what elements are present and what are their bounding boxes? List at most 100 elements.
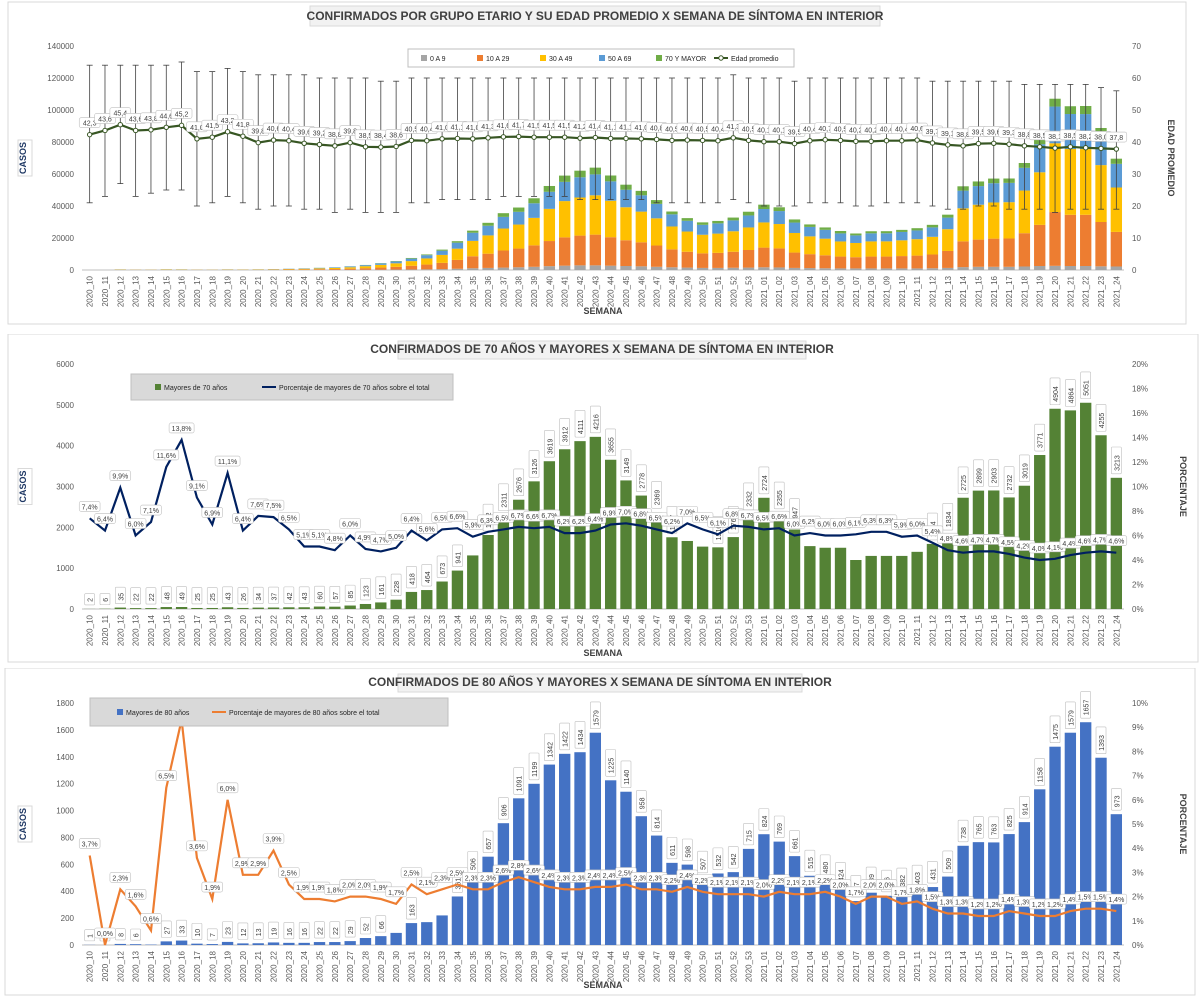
line-point bbox=[731, 136, 735, 140]
bar bbox=[1049, 409, 1060, 609]
x-tick-label: 2020_34 bbox=[453, 275, 462, 307]
bar bbox=[115, 944, 126, 945]
x-tick-label: 2020_36 bbox=[484, 275, 493, 307]
y2-tick-label: 20 bbox=[1132, 202, 1141, 211]
x-tick-label: 2020_34 bbox=[453, 950, 462, 982]
bar-segment-10-a-29 bbox=[789, 253, 800, 268]
chart-panel-70-plus: CONFIRMADOS DE 70 AÑOS Y MAYORES X SEMAN… bbox=[0, 334, 1200, 664]
bar-segment-10-a-29 bbox=[590, 235, 601, 266]
bar-segment-30-a-49 bbox=[390, 263, 401, 267]
bar-data-label: 34 bbox=[256, 593, 263, 601]
bar-data-label: 424 bbox=[839, 869, 846, 881]
x-tick-label: 2021_23 bbox=[1097, 614, 1106, 646]
bar bbox=[344, 606, 355, 609]
bar bbox=[1034, 789, 1045, 945]
y2-tick-label: 10% bbox=[1132, 483, 1148, 492]
x-tick-label: 2020_21 bbox=[254, 614, 263, 646]
bar-segment-0-a-9 bbox=[712, 268, 723, 270]
x-tick-label: 2021_23 bbox=[1097, 950, 1106, 982]
line-point bbox=[884, 139, 888, 143]
bar-data-label: 403 bbox=[915, 872, 922, 884]
line-point bbox=[1068, 145, 1072, 149]
bar-segment-0-a-9 bbox=[881, 268, 892, 270]
bar-data-label: 958 bbox=[639, 797, 646, 809]
x-tick-label: 2021_02 bbox=[775, 950, 784, 982]
x-tick-label: 2020_25 bbox=[316, 950, 325, 982]
bar-segment-30-a-49 bbox=[743, 227, 754, 250]
bar-data-label: 13 bbox=[256, 928, 263, 936]
line-data-label: 6,0% bbox=[220, 786, 236, 793]
line-point bbox=[455, 136, 459, 140]
x-tick-label: 2020_29 bbox=[377, 275, 386, 307]
x-tick-label: 2021_01 bbox=[760, 950, 769, 982]
bar-data-label: 35 bbox=[118, 593, 125, 601]
chart-title: CONFIRMADOS DE 70 AÑOS Y MAYORES X SEMAN… bbox=[370, 341, 834, 356]
x-tick-label: 2021_20 bbox=[1051, 275, 1060, 307]
x-tick-label: 2021_22 bbox=[1082, 275, 1091, 307]
x-tick-label: 2020_36 bbox=[484, 950, 493, 982]
bar-segment-70-y-mayor bbox=[881, 231, 892, 233]
legend-swatch bbox=[477, 55, 483, 61]
line-point bbox=[823, 138, 827, 142]
bar-data-label: 3771 bbox=[1038, 432, 1045, 448]
line-point bbox=[409, 138, 413, 142]
x-tick-label: 2021_12 bbox=[928, 950, 937, 982]
line-data-label: 3,7% bbox=[82, 841, 98, 848]
bar-data-label: 1475 bbox=[1053, 724, 1060, 740]
bar bbox=[712, 547, 723, 609]
x-tick-label: 2020_28 bbox=[361, 614, 370, 646]
y2-axis-title: PORCENTAJE bbox=[1178, 794, 1188, 855]
line-point bbox=[961, 144, 965, 148]
x-tick-label: 2021_12 bbox=[928, 614, 937, 646]
x-tick-label: 2021_21 bbox=[1066, 614, 1075, 646]
bar bbox=[789, 529, 800, 609]
bar-segment-30-a-49 bbox=[467, 241, 478, 256]
bar bbox=[191, 608, 202, 609]
y2-axis-title: PORCENTAJE bbox=[1178, 456, 1188, 517]
bar-data-label: 3149 bbox=[624, 458, 631, 474]
x-tick-label: 2020_45 bbox=[622, 275, 631, 307]
bar-segment-50-a-69 bbox=[850, 235, 861, 243]
bar-segment-10-a-29 bbox=[1111, 232, 1122, 267]
bar-segment-30-a-49 bbox=[620, 207, 631, 240]
x-tick-label: 2020_24 bbox=[300, 614, 309, 646]
x-tick-label: 2020_30 bbox=[392, 614, 401, 646]
line-point bbox=[578, 136, 582, 140]
bar bbox=[360, 604, 371, 609]
x-tick-label: 2020_53 bbox=[745, 614, 754, 646]
x-tick-label: 2020_11 bbox=[101, 950, 110, 981]
bar-data-label: 1342 bbox=[547, 742, 554, 758]
line-point bbox=[379, 145, 383, 149]
x-axis-title: SEMANA bbox=[583, 306, 623, 316]
bar-segment-50-a-69 bbox=[421, 255, 432, 258]
bar-segment-0-a-9 bbox=[743, 268, 754, 270]
x-tick-label: 2020_27 bbox=[346, 275, 355, 307]
y-tick-label: 1200 bbox=[56, 780, 74, 789]
bar-segment-50-a-69 bbox=[375, 263, 386, 264]
y2-tick-label: 14% bbox=[1132, 434, 1148, 443]
y2-tick-label: 12% bbox=[1132, 458, 1148, 467]
y-tick-label: 2000 bbox=[56, 523, 74, 532]
bar-segment-70-y-mayor bbox=[743, 212, 754, 216]
bar-segment-10-a-29 bbox=[482, 254, 493, 268]
x-tick-label: 2020_26 bbox=[331, 275, 340, 307]
x-tick-label: 2020_25 bbox=[316, 614, 325, 646]
x-tick-label: 2020_33 bbox=[438, 614, 447, 646]
bar-segment-10-a-29 bbox=[605, 237, 616, 265]
x-tick-label: 2020_52 bbox=[729, 950, 738, 982]
bar-data-label: 3126 bbox=[532, 459, 539, 475]
x-tick-label: 2020_39 bbox=[530, 614, 539, 646]
bar-segment-50-a-69 bbox=[942, 218, 953, 230]
bar-segment-50-a-69 bbox=[804, 227, 815, 236]
bar bbox=[222, 942, 233, 945]
line-point bbox=[179, 123, 183, 127]
x-tick-label: 2021_09 bbox=[882, 614, 891, 646]
bar-data-label: 123 bbox=[363, 585, 370, 597]
line-point bbox=[716, 139, 720, 143]
bar-data-label: 825 bbox=[1007, 815, 1014, 827]
line-data-label: 6,2% bbox=[664, 519, 680, 526]
bar bbox=[804, 546, 815, 609]
bar-segment-10-a-29 bbox=[728, 252, 739, 268]
y2-tick-label: 5% bbox=[1132, 820, 1144, 829]
x-tick-label: 2020_10 bbox=[86, 950, 95, 982]
